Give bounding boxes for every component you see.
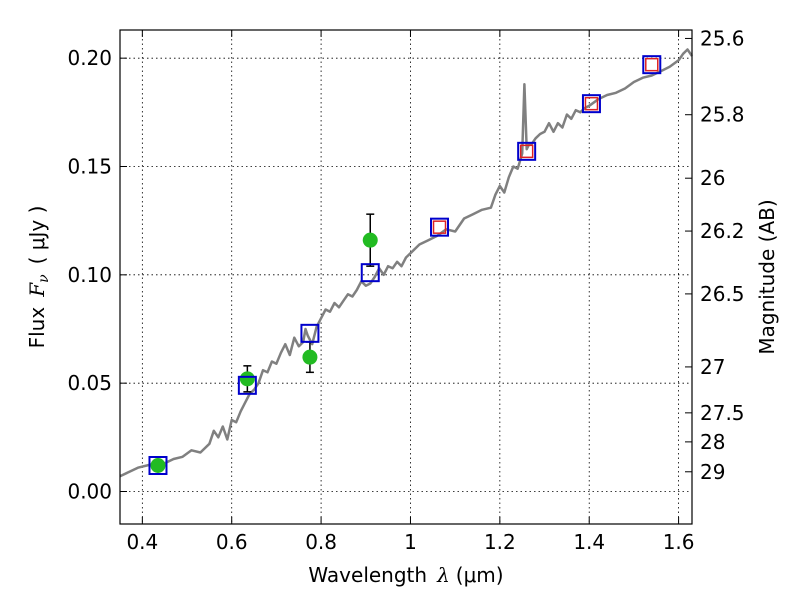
y-tick-label: 0.10 <box>67 263 112 287</box>
observed-point <box>239 371 255 387</box>
observed-point <box>150 458 166 473</box>
y-tick-label: 0.05 <box>67 371 112 395</box>
observed-square <box>519 144 534 159</box>
plot-background <box>120 30 692 524</box>
x-axis-label-text: Wavelength <box>308 563 427 587</box>
x-tick-label: 1.2 <box>484 530 516 554</box>
mag-tick-label: 26.5 <box>700 282 745 306</box>
mag-tick-label: 25.8 <box>700 103 745 127</box>
y2-axis-label: Magnitude (AB) <box>755 199 779 354</box>
y-tick-label: 0.15 <box>67 155 112 179</box>
mag-tick-label: 26 <box>700 166 725 190</box>
model-square <box>430 217 450 237</box>
x-tick-label: 1 <box>404 530 417 554</box>
x-tick-label: 1.6 <box>663 530 695 554</box>
observed-point <box>362 232 378 248</box>
spectrum-line <box>119 48 694 478</box>
x-tick-label: 1.4 <box>573 530 605 554</box>
x-axis-label: Wavelength λ (μm) <box>308 563 503 587</box>
model-square <box>517 141 537 161</box>
mag-tick-label: 29 <box>700 460 725 484</box>
x-axis-label-unit: (μm) <box>456 563 504 587</box>
mag-tick-label: 25.6 <box>700 26 745 50</box>
model-square <box>360 263 380 283</box>
plot-frame <box>119 29 693 525</box>
mag-tick-label: 27.5 <box>700 401 745 425</box>
data-marks <box>119 48 694 478</box>
mag-tick-label: 27 <box>700 355 725 379</box>
y-axis-label-text: Flux <box>25 307 49 349</box>
model-square <box>581 94 601 114</box>
mag-tick-label: 28 <box>700 430 725 454</box>
y-tick-label: 0.20 <box>67 46 112 70</box>
y-axis-label-symbol: F <box>25 282 49 298</box>
observed-point <box>302 349 318 365</box>
model-square <box>300 323 320 343</box>
model-square <box>642 55 662 75</box>
model-square <box>148 456 168 475</box>
x-axis-label-symbol: λ <box>436 563 450 587</box>
y-tick-label: 0.00 <box>67 480 112 504</box>
x-tick-label: 0.8 <box>305 530 337 554</box>
observed-square <box>432 220 447 234</box>
y-axis-label: Flux Fν ( μJy ) <box>25 206 52 349</box>
y-axis-label-unit: ( μJy ) <box>25 206 49 265</box>
observed-square <box>645 57 659 72</box>
y-axis-label-subscript: ν <box>36 274 52 283</box>
mag-tick-label: 26.2 <box>700 219 745 243</box>
ticks: 0.4 0.6 0.8 1 1.2 1.4 1.6 0.00 0.05 0.10 0.15 0.20 2… <box>67 26 744 554</box>
x-tick-label: 0.6 <box>216 530 248 554</box>
x-tick-label: 0.4 <box>126 530 158 554</box>
model-square <box>237 375 257 395</box>
observed-square <box>584 96 599 111</box>
